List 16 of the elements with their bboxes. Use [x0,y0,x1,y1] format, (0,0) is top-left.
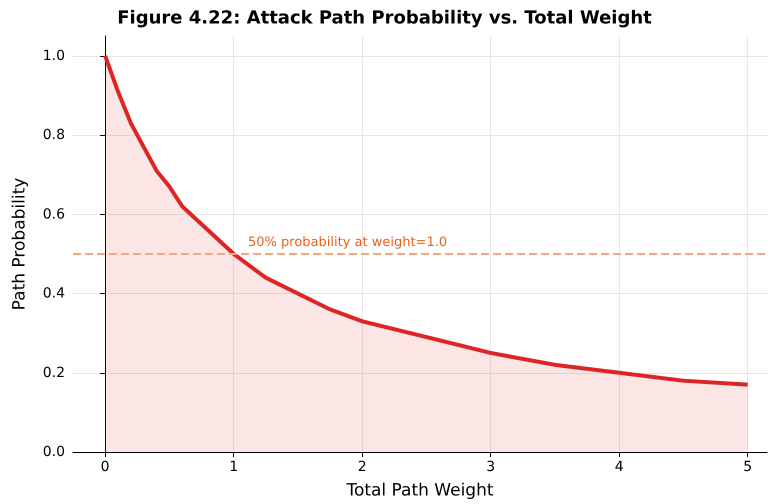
y-tick-label: 0.4 [42,286,66,302]
y-tick-label: 0.2 [42,364,65,381]
y-tick-label: 0.8 [42,127,65,144]
x-axis-title: Total Path Weight [345,480,494,500]
y-tick-label: 1.0 [42,48,65,64]
y-tick-label: 0.0 [42,444,65,460]
ref-line-label: 50% probability at weight=1.0 [248,234,448,250]
x-tick-label: 2 [358,459,367,475]
chart-title: Figure 4.22: Attack Path Probability vs. Total Weight [117,8,652,28]
x-tick-label: 5 [743,459,752,475]
x-tick-label: 1 [229,459,238,475]
x-tick-label: 3 [486,459,496,475]
x-tick-label: 4 [614,459,624,475]
y-tick-label: 0.6 [42,206,66,222]
y-axis-title: Path Probability [10,178,30,310]
x-tick-label: 0 [100,459,110,475]
